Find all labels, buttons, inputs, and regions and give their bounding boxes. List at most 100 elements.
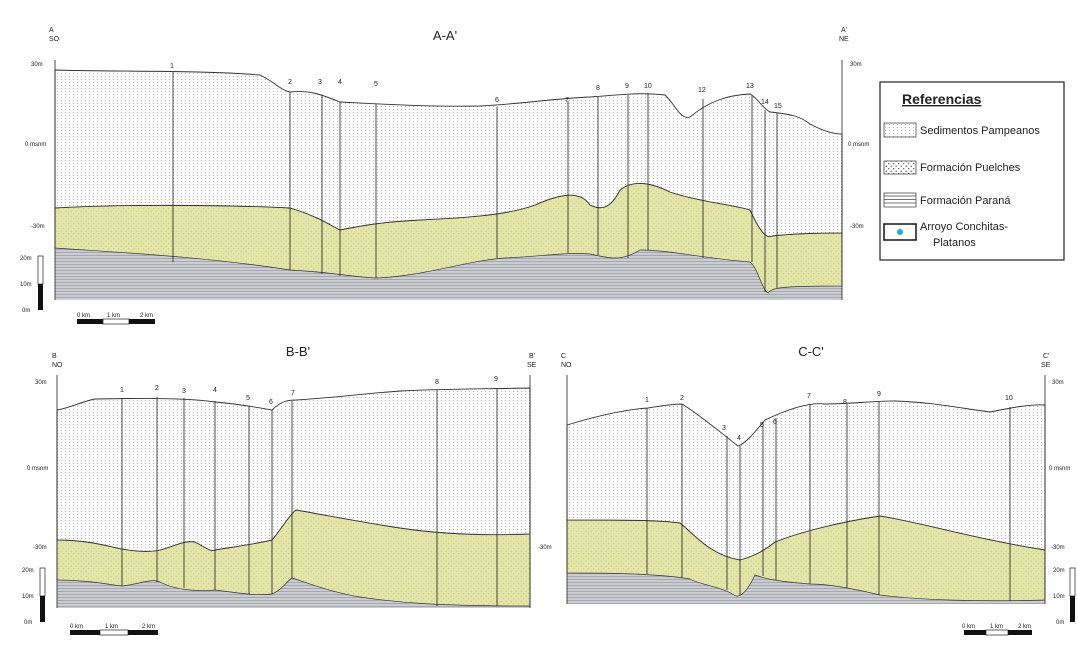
right-end-label: A' <box>841 27 847 34</box>
left-tick-0: 0 msnm <box>27 466 48 472</box>
svg-text:10m: 10m <box>20 282 32 288</box>
left-tick-30m: 30m <box>31 62 43 68</box>
section-b-b: B-B' B NO B' SE 30m 0 msnm -30m -30m 1 2… <box>22 344 552 636</box>
svg-text:10m: 10m <box>22 594 34 600</box>
svg-text:20m: 20m <box>1053 568 1065 574</box>
legend-swatch-puelches <box>883 160 917 175</box>
well-label: 10 <box>644 83 652 90</box>
parana-layer <box>567 573 1045 604</box>
well-lines <box>646 401 1011 601</box>
well-label: 8 <box>843 399 847 406</box>
vertical-scale: 20m 10m 0m <box>1053 567 1076 626</box>
horizontal-scale-bar: 0 km 1 km 2 km <box>77 313 155 325</box>
well-label: 2 <box>680 395 684 402</box>
svg-text:2 km: 2 km <box>140 313 153 319</box>
svg-text:0 km: 0 km <box>962 624 975 630</box>
well-label: 8 <box>435 379 439 386</box>
right-tick-30m: 30m <box>850 62 862 68</box>
well-lines <box>172 72 778 292</box>
right-tick-minus30: -30m <box>538 545 552 551</box>
well-label: 9 <box>877 391 881 398</box>
left-direction: NO <box>52 362 63 369</box>
well-label: 3 <box>722 425 726 432</box>
section-title: B-B' <box>286 344 310 359</box>
well-label: 2 <box>288 79 292 86</box>
left-end-label: B <box>52 353 57 360</box>
well-label: 7 <box>565 97 569 104</box>
legend-swatch-parana <box>883 192 917 208</box>
svg-text:0m: 0m <box>24 620 32 626</box>
well-label: 4 <box>213 387 217 394</box>
left-tick-30m: 30m <box>35 380 47 386</box>
well-label: 14 <box>761 99 769 106</box>
legend-label-parana: Formación Paraná <box>920 195 1011 207</box>
horizontal-scale-bar: 0 km 1 km 2 km <box>70 624 158 636</box>
well-label: 6 <box>773 419 777 426</box>
svg-text:1 km: 1 km <box>105 624 118 630</box>
right-tick-30m: 30m <box>1052 380 1064 386</box>
well-label: 9 <box>494 376 498 383</box>
svg-text:0m: 0m <box>22 308 30 314</box>
vertical-scale: 20m 10m 0m <box>20 255 44 314</box>
well-label: 15 <box>774 103 782 110</box>
svg-text:2 km: 2 km <box>142 624 155 630</box>
legend-swatch-pampeano <box>883 122 917 138</box>
legend-swatch-arroyo <box>883 223 917 241</box>
right-end-label: C' <box>1043 353 1049 360</box>
svg-text:10m: 10m <box>1053 594 1065 600</box>
svg-text:0 km: 0 km <box>70 624 83 630</box>
svg-text:1 km: 1 km <box>107 313 120 319</box>
well-label: 6 <box>269 399 273 406</box>
well-label: 4 <box>338 79 342 86</box>
well-label: 12 <box>698 87 706 94</box>
well-labels: 1 2 3 4 5 6 7 8 9 10 12 13 14 15 <box>170 63 782 110</box>
svg-text:2 km: 2 km <box>1018 624 1031 630</box>
well-label: 13 <box>746 83 754 90</box>
well-label: 1 <box>120 387 124 394</box>
svg-text:1 km: 1 km <box>990 624 1003 630</box>
parana-layer <box>55 248 842 300</box>
pampeano-layer <box>54 69 843 238</box>
well-label: 2 <box>155 385 159 392</box>
legend: Referencias Sedimentos Pampeanos Formaci… <box>879 81 1065 261</box>
legend-title: Referencias <box>902 91 982 107</box>
svg-text:0 km: 0 km <box>77 313 90 319</box>
well-label: 9 <box>625 83 629 90</box>
svg-text:20m: 20m <box>22 568 34 574</box>
well-labels: 1 2 3 4 5 6 7 8 9 10 <box>645 391 1013 442</box>
section-title: C-C' <box>798 344 824 359</box>
well-label: 5 <box>246 395 250 402</box>
well-label: 10 <box>1005 395 1013 402</box>
well-label: 7 <box>807 393 811 400</box>
pampeano-layer <box>56 387 531 552</box>
well-label: 3 <box>318 79 322 86</box>
left-tick-minus30: -30m <box>33 545 47 551</box>
right-tick-minus30: -30m <box>1051 545 1065 551</box>
legend-label-arroyo: Arroyo Conchitas- <box>920 221 1008 233</box>
right-direction: SE <box>527 362 537 369</box>
left-direction: NO <box>561 362 572 369</box>
well-label: 5 <box>760 422 764 429</box>
well-lines <box>121 389 498 606</box>
right-tick-0: 0 msnm <box>1049 466 1070 472</box>
left-end-label: C <box>561 353 566 360</box>
right-end-label: B' <box>529 353 535 360</box>
well-label: 3 <box>182 388 186 395</box>
well-label: 7 <box>291 390 295 397</box>
svg-text:0m: 0m <box>1056 620 1064 626</box>
section-a-a: A-A' A SO A' NE 30m 0 msnm -30m 30m 0 ms… <box>20 27 869 325</box>
well-label: 1 <box>170 63 174 70</box>
well-label: 5 <box>374 81 378 88</box>
parana-layer <box>57 578 530 608</box>
left-tick-0: 0 msnm <box>25 142 46 148</box>
right-tick-minus30: -30m <box>850 224 864 230</box>
vertical-scale: 20m 10m 0m <box>22 567 46 626</box>
horizontal-scale-bar: 0 km 1 km 2 km <box>962 624 1032 636</box>
well-labels: 1 2 3 4 5 6 7 8 9 <box>120 376 498 406</box>
section-c-c: C-C' C NO C' SE 30m 0 msnm -30m 1 2 3 4 … <box>561 344 1076 636</box>
left-tick-minus30: -30m <box>31 224 45 230</box>
legend-label-puelches: Formación Puelches <box>920 162 1021 174</box>
section-title: A-A' <box>433 28 457 43</box>
legend-label-pampeano: Sedimentos Pampeanos <box>920 125 1040 137</box>
left-direction: SO <box>49 36 60 43</box>
